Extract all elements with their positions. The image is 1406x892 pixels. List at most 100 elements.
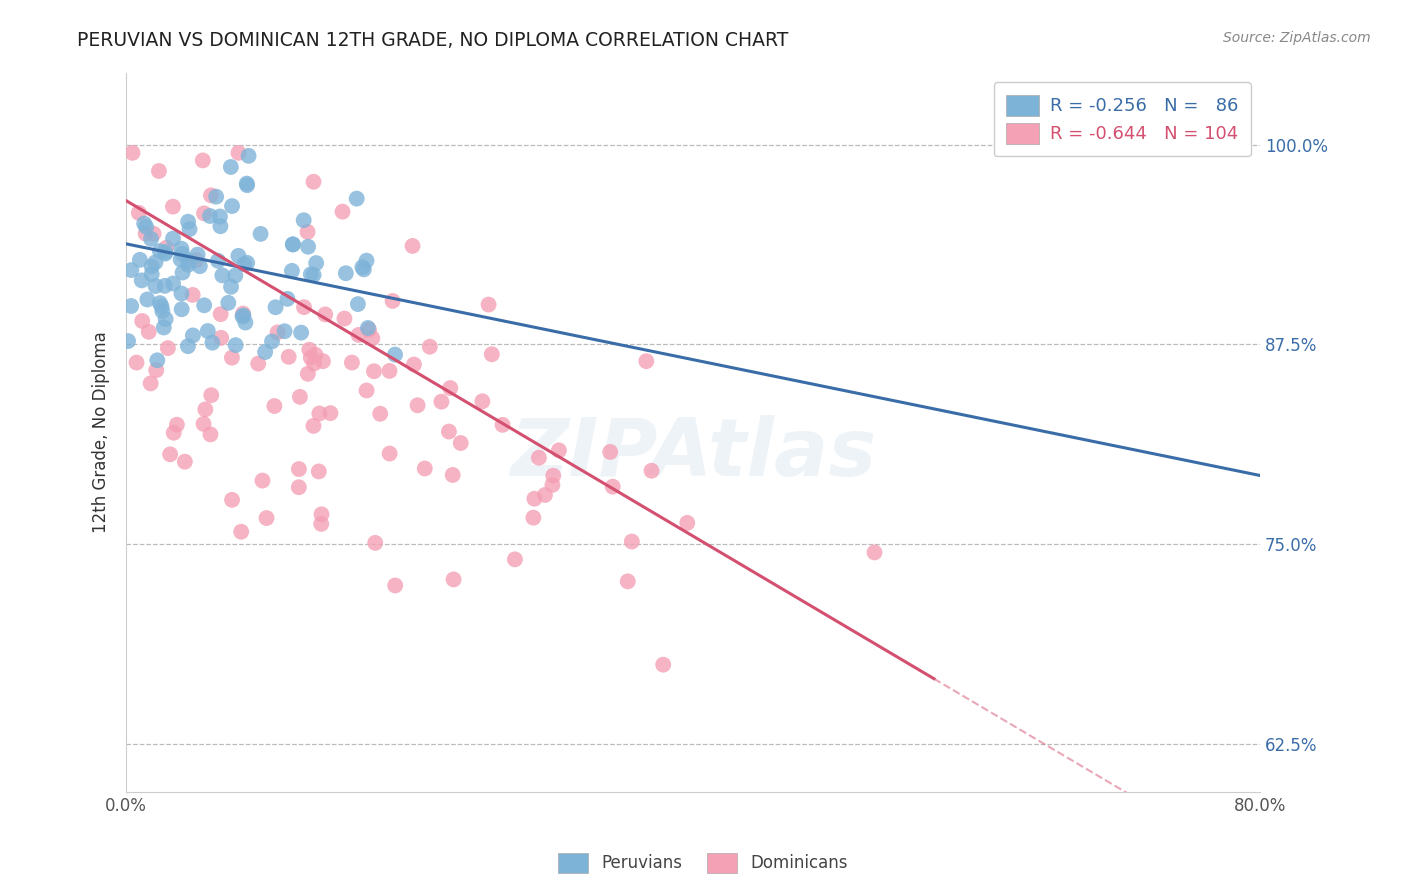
Point — [135, 227, 157, 241]
Point — [221, 492, 243, 507]
Point — [231, 524, 253, 539]
Point — [356, 253, 378, 268]
Point — [232, 307, 254, 321]
Point — [138, 325, 160, 339]
Point — [120, 299, 142, 313]
Point — [402, 358, 425, 372]
Point — [302, 268, 325, 282]
Point — [231, 310, 253, 324]
Point — [302, 418, 325, 433]
Point — [256, 511, 278, 525]
Point — [141, 267, 163, 281]
Point — [200, 188, 222, 202]
Point — [548, 443, 571, 458]
Point — [523, 491, 546, 506]
Point — [201, 335, 224, 350]
Point — [292, 300, 315, 314]
Point — [406, 398, 429, 412]
Point — [169, 252, 191, 267]
Point — [219, 160, 242, 174]
Point — [281, 237, 304, 252]
Point — [863, 545, 886, 559]
Point — [443, 573, 465, 587]
Point — [319, 406, 342, 420]
Point — [441, 467, 464, 482]
Point — [193, 206, 215, 220]
Point — [298, 343, 321, 357]
Point — [225, 338, 247, 352]
Point — [191, 153, 214, 168]
Point — [149, 244, 172, 259]
Point — [636, 354, 658, 368]
Point — [335, 266, 357, 280]
Point — [527, 450, 550, 465]
Point — [221, 351, 243, 365]
Point — [146, 353, 169, 368]
Point — [193, 417, 215, 431]
Point — [145, 255, 167, 269]
Point — [153, 278, 176, 293]
Point — [522, 510, 544, 524]
Point — [347, 327, 370, 342]
Point — [273, 324, 295, 338]
Point — [401, 239, 423, 253]
Point — [541, 478, 564, 492]
Point — [305, 256, 328, 270]
Point — [368, 407, 391, 421]
Point — [145, 363, 167, 377]
Point — [430, 394, 453, 409]
Point — [288, 462, 311, 476]
Point — [136, 293, 159, 307]
Text: PERUVIAN VS DOMINICAN 12TH GRADE, NO DIPLOMA CORRELATION CHART: PERUVIAN VS DOMINICAN 12TH GRADE, NO DIP… — [77, 31, 789, 50]
Point — [309, 516, 332, 531]
Point — [419, 340, 441, 354]
Point — [640, 464, 662, 478]
Point — [232, 309, 254, 323]
Point — [173, 455, 195, 469]
Point — [534, 488, 557, 502]
Point — [266, 326, 288, 340]
Point — [308, 465, 330, 479]
Legend: R = -0.256   N =   86, R = -0.644   N = 104: R = -0.256 N = 86, R = -0.644 N = 104 — [994, 82, 1251, 156]
Point — [676, 516, 699, 530]
Point — [208, 210, 231, 224]
Point — [347, 297, 370, 311]
Point — [117, 334, 139, 348]
Point — [236, 256, 259, 270]
Point — [363, 364, 385, 378]
Point — [153, 246, 176, 260]
Point — [139, 232, 162, 246]
Point — [276, 292, 298, 306]
Point — [205, 190, 228, 204]
Text: ZIPAtlas: ZIPAtlas — [510, 415, 876, 493]
Point — [378, 364, 401, 378]
Point — [181, 288, 204, 302]
Point — [288, 480, 311, 494]
Point — [221, 199, 243, 213]
Point — [155, 244, 177, 259]
Point — [148, 164, 170, 178]
Point — [297, 367, 319, 381]
Point — [186, 253, 208, 268]
Point — [152, 320, 174, 334]
Point — [254, 345, 277, 359]
Point — [356, 384, 378, 398]
Point — [197, 324, 219, 338]
Point — [142, 227, 165, 241]
Point — [292, 213, 315, 227]
Point — [311, 508, 333, 522]
Point — [333, 311, 356, 326]
Point — [198, 209, 221, 223]
Point — [281, 237, 304, 252]
Point — [302, 356, 325, 370]
Point — [541, 468, 564, 483]
Point — [139, 376, 162, 391]
Point — [187, 247, 209, 261]
Point — [235, 316, 257, 330]
Point — [128, 206, 150, 220]
Point — [170, 242, 193, 256]
Legend: Peruvians, Dominicans: Peruvians, Dominicans — [551, 847, 855, 880]
Point — [156, 341, 179, 355]
Point — [150, 299, 173, 313]
Point — [353, 262, 375, 277]
